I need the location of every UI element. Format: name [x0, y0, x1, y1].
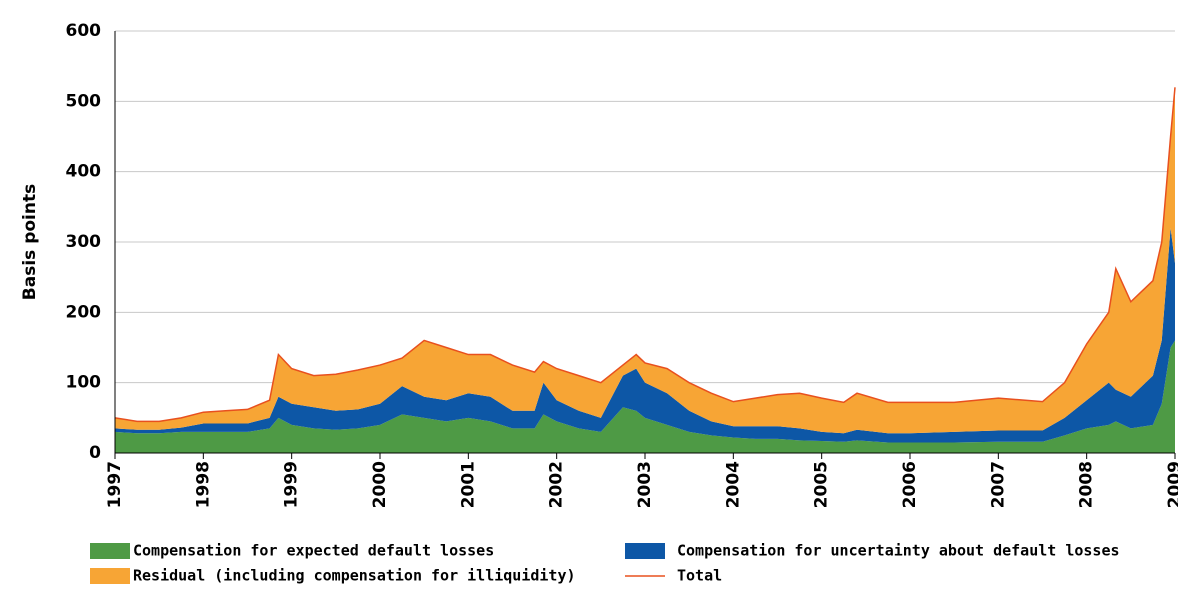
x-tick-label: 2000 — [370, 461, 390, 508]
area — [115, 227, 1175, 443]
x-tick-label: 2006 — [900, 461, 920, 508]
y-tick-label: 200 — [66, 302, 102, 322]
y-axis-title: Basis points — [20, 184, 40, 300]
x-tick-label: 2007 — [988, 461, 1008, 508]
y-tick-label: 600 — [66, 21, 102, 41]
legend-label: Compensation for expected default losses — [133, 542, 494, 560]
legend-label: Compensation for uncertainty about defau… — [677, 542, 1120, 560]
x-tick-label: 1997 — [105, 461, 125, 508]
x-tick-label: 1998 — [193, 461, 213, 508]
y-tick-label: 300 — [66, 232, 102, 252]
x-tick-label: 2002 — [547, 461, 567, 508]
x-tick-label: 2004 — [723, 461, 743, 508]
total-line — [114, 87, 1176, 423]
legend-label: Total — [677, 567, 722, 585]
x-tick-label: 1999 — [282, 461, 302, 508]
legend-swatch — [625, 543, 665, 559]
x-tick-label: 2008 — [1077, 461, 1097, 508]
x-tick-label: 2003 — [635, 461, 655, 508]
x-tick-label: 2009 — [1165, 461, 1178, 508]
y-tick-label: 100 — [66, 373, 102, 393]
area — [115, 87, 1175, 434]
x-tick-label: 2005 — [812, 461, 832, 508]
y-tick-label: 0 — [89, 443, 101, 463]
y-tick-label: 400 — [66, 162, 102, 182]
legend-label: Residual (including compensation for ill… — [133, 567, 576, 585]
legend-swatch — [90, 568, 130, 584]
y-tick-label: 500 — [66, 91, 102, 111]
legend-swatch — [90, 543, 130, 559]
x-tick-label: 2001 — [458, 461, 478, 508]
